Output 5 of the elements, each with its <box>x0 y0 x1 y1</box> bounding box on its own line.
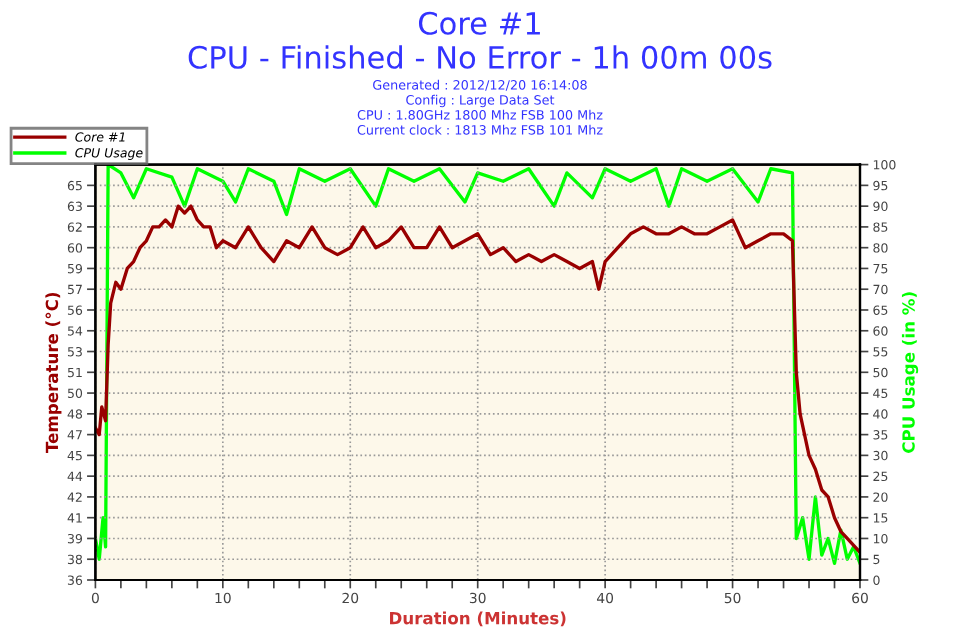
y2-axis-title: CPU Usage (in %) <box>901 292 919 453</box>
chart-title: Core #1 <box>418 11 540 35</box>
chart-subtitle: CPU - Finished - No Error - 1h 00m 00s <box>188 45 772 69</box>
x-axis-title: Duration (Minutes) <box>390 611 566 627</box>
y-axis-title: Temperature (°C) <box>45 292 62 453</box>
